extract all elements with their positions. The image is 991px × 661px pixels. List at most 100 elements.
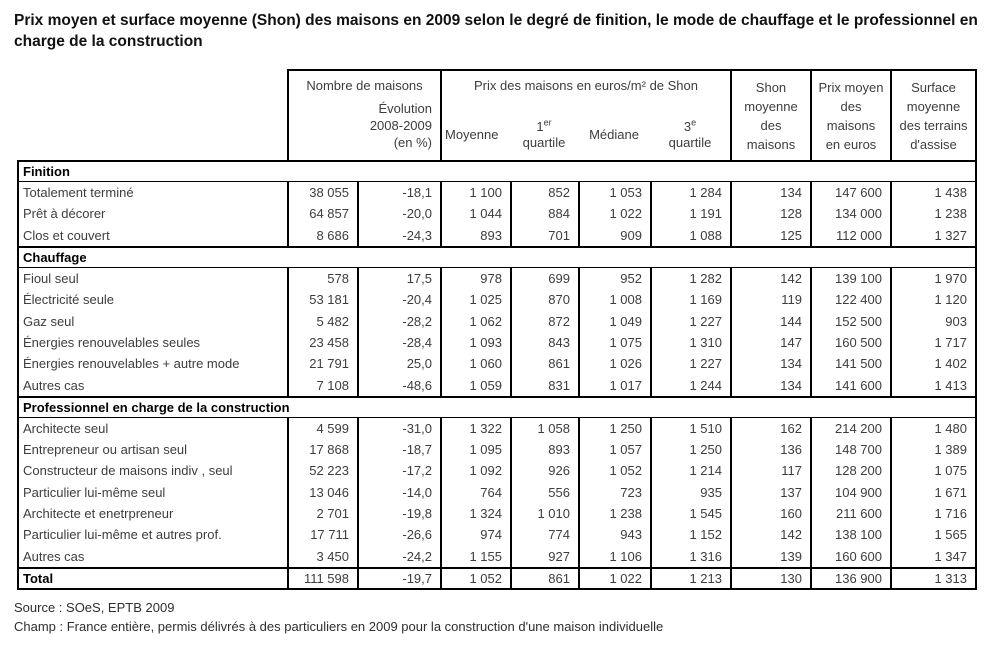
cell-value: 578: [287, 267, 357, 290]
row-label: Autres cas: [17, 374, 287, 396]
table-row: Autres cas 7 108 -48,6 1 059 831 1 017 1 244 13…: [17, 374, 977, 396]
section-title: Professionnel en charge de la constructi…: [23, 399, 290, 415]
cell-value: 134 000: [810, 203, 890, 225]
cell-value: 152 500: [810, 310, 890, 332]
source-note: Source : SOeS, EPTB 2009: [14, 599, 175, 615]
cell-value: 160: [730, 502, 810, 525]
cell-value: 1 088: [650, 224, 730, 246]
table-row: Clos et couvert 8 686 -24,3 893 701 909 1 088 1…: [17, 224, 977, 246]
header-moyenne: Moyenne: [445, 127, 499, 142]
cell-value: 1 062: [440, 310, 510, 332]
cell-value: 1 238: [578, 502, 650, 525]
cell-value: 214 200: [810, 417, 890, 439]
section-header-row: Chauffage: [17, 245, 977, 268]
table-row: Énergies renouvelables + autre mode 21 79…: [17, 353, 977, 375]
cell-value: 21 791: [287, 353, 357, 375]
cell-value: 1 169: [650, 289, 730, 311]
row-label: Entrepreneur ou artisan seul: [17, 438, 287, 461]
cell-value: -31,0: [357, 417, 440, 439]
row-label: Constructeur de maisons indiv , seul: [17, 460, 287, 482]
row-label: Particulier lui-même et autres prof.: [17, 524, 287, 546]
cell-value: 1 510: [650, 417, 730, 439]
cell-value: 1 191: [650, 203, 730, 225]
cell-value: 119: [730, 289, 810, 311]
header-prix-group: Prix des maisons en euros/m² de Shon Moy…: [440, 69, 730, 160]
cell-value: 1 324: [440, 502, 510, 525]
table-row: Autres cas 3 450 -24,2 1 155 927 1 106 1 316 13…: [17, 545, 977, 567]
cell-value: 137: [730, 481, 810, 503]
row-label: Gaz seul: [17, 310, 287, 332]
cell-value: 148 700: [810, 438, 890, 461]
cell-value: 1 059: [440, 374, 510, 396]
cell-value: 3 450: [287, 545, 357, 567]
section-header-row: Professionnel en charge de la constructi…: [17, 395, 977, 418]
header-nombre-label: Nombre de maisons: [306, 78, 423, 93]
cell-value: 974: [440, 524, 510, 546]
cell-value: 893: [440, 224, 510, 246]
cell-value: 5 482: [287, 310, 357, 332]
cell-value: 136 900: [810, 568, 890, 588]
cell-value: 1 322: [440, 417, 510, 439]
cell-value: 861: [510, 568, 578, 588]
champ-note: Champ : France entière, permis délivrés …: [14, 618, 664, 634]
cell-value: 162: [730, 417, 810, 439]
row-label: Fioul seul: [17, 267, 287, 290]
table-row: Architecte et enetrpreneur 2 701 -19,8 1 32…: [17, 502, 977, 525]
row-label: Architecte et enetrpreneur: [17, 502, 287, 525]
cell-value: 1 327: [890, 224, 977, 246]
cell-value: 23 458: [287, 331, 357, 354]
cell-value: 909: [578, 224, 650, 246]
cell-value: -18,7: [357, 438, 440, 461]
cell-value: 1 022: [578, 203, 650, 225]
header-shon-moyenne: Shon moyenne des maisons: [730, 69, 810, 160]
cell-value: 952: [578, 267, 650, 290]
cell-value: 136: [730, 438, 810, 461]
cell-value: 142: [730, 267, 810, 290]
row-label: Particulier lui-même seul: [17, 481, 287, 503]
cell-value: 1 250: [578, 417, 650, 439]
cell-value: 139: [730, 545, 810, 567]
section-title: Chauffage: [23, 249, 87, 265]
cell-value: 843: [510, 331, 578, 354]
section-header-row: Finition: [17, 160, 977, 182]
cell-value: 1 717: [890, 331, 977, 354]
cell-value: 111 598: [287, 568, 357, 588]
cell-value: -24,2: [357, 545, 440, 567]
cell-value: 1 480: [890, 417, 977, 439]
cell-value: 1 545: [650, 502, 730, 525]
cell-value: 1 057: [578, 438, 650, 461]
cell-value: 1 155: [440, 545, 510, 567]
cell-value: 160 500: [810, 331, 890, 354]
table-row: Énergies renouvelables seules 23 458 -28,4…: [17, 331, 977, 354]
row-label: Énergies renouvelables seules: [17, 331, 287, 354]
cell-value: 943: [578, 524, 650, 546]
cell-value: 1 106: [578, 545, 650, 567]
cell-value: 112 000: [810, 224, 890, 246]
cell-value: 978: [440, 267, 510, 290]
cell-value: 1 214: [650, 460, 730, 482]
cell-value: -14,0: [357, 481, 440, 503]
cell-value: 1 052: [578, 460, 650, 482]
cell-value: 17,5: [357, 267, 440, 290]
header-evolution-label: Évolution 2008-2009 (en %): [369, 101, 432, 150]
total-label: Total: [17, 568, 287, 588]
cell-value: 1 347: [890, 545, 977, 567]
cell-value: 160 600: [810, 545, 890, 567]
cell-value: 117: [730, 460, 810, 482]
cell-value: 1 092: [440, 460, 510, 482]
table-row: Constructeur de maisons indiv , seul 52 2…: [17, 460, 977, 482]
cell-value: 1 017: [578, 374, 650, 396]
row-label: Totalement terminé: [17, 182, 287, 204]
cell-value: 8 686: [287, 224, 357, 246]
cell-value: 1 095: [440, 438, 510, 461]
cell-value: 38 055: [287, 182, 357, 204]
cell-value: 1 010: [510, 502, 578, 525]
cell-value: 1 052: [440, 568, 510, 588]
header-premier-quartile: 1er quartile: [522, 117, 566, 150]
cell-value: 1 025: [440, 289, 510, 311]
cell-value: 903: [890, 310, 977, 332]
cell-value: 852: [510, 182, 578, 204]
cell-value: -19,8: [357, 502, 440, 525]
cell-value: 147 600: [810, 182, 890, 204]
cell-value: 141 500: [810, 353, 890, 375]
